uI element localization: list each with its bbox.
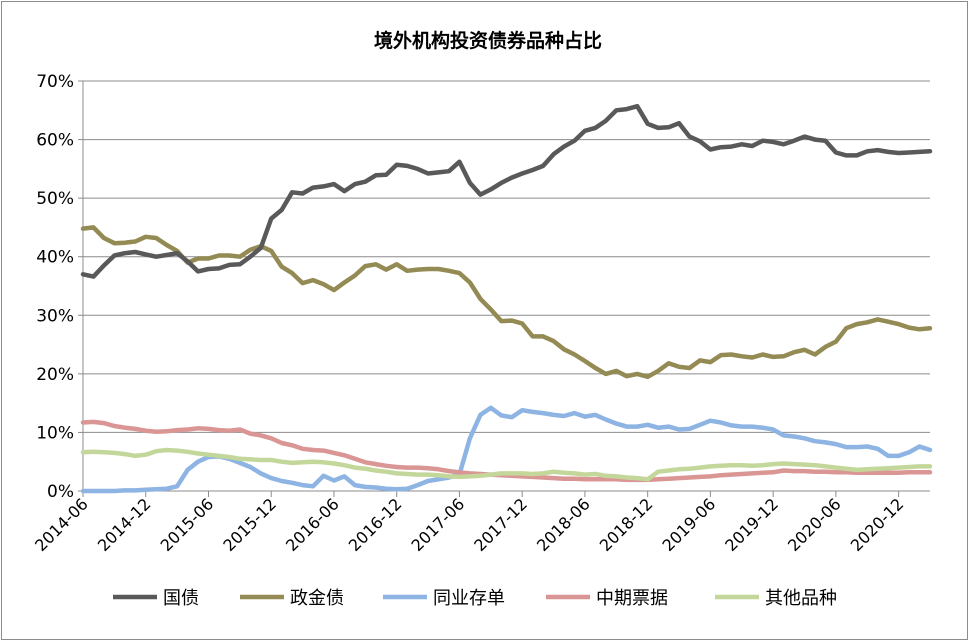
- x-tick-label: 2016-12: [345, 494, 406, 555]
- x-tick-label: 2017-06: [408, 494, 469, 555]
- series-line-1: [80, 103, 933, 279]
- x-tick-label: 2019-06: [659, 494, 720, 555]
- x-tick-label: 2014-12: [94, 494, 155, 555]
- x-tick-label: 2020-06: [784, 494, 845, 555]
- legend-label: 政金债: [290, 588, 344, 609]
- series-lines: [80, 103, 933, 494]
- chart-title: 境外机构投资债券品种占比: [374, 29, 602, 52]
- x-tick-label: 2018-06: [533, 494, 594, 555]
- legend: 国债 政金债 同业存单 中期票据 其他品种: [113, 588, 837, 609]
- series-line-2: [80, 225, 933, 380]
- y-tick-label: 30%: [36, 306, 74, 326]
- y-tick-label: 0%: [47, 482, 74, 502]
- legend-label: 其他品种: [765, 588, 837, 609]
- x-tick-label: 2018-12: [596, 494, 657, 555]
- legend-label: 同业存单: [433, 588, 505, 609]
- series-line-3: [80, 405, 933, 494]
- y-tick-label: 60%: [36, 131, 74, 151]
- y-tick-label: 10%: [36, 423, 74, 443]
- x-tick-label: 2019-12: [721, 494, 782, 555]
- series-line-5: [80, 447, 933, 482]
- y-tick-label: 50%: [36, 189, 74, 209]
- x-tick-label: 2020-12: [847, 494, 908, 555]
- legend-label: 国债: [163, 588, 199, 609]
- x-axis: 2014-06 2014-12 2015-06 2015-12 2016-06 2016-…: [31, 490, 930, 555]
- x-tick-label: 2017-12: [470, 494, 531, 555]
- x-tick-label: 2014-06: [31, 494, 92, 555]
- legend-label: 中期票据: [596, 588, 668, 609]
- x-tick-label: 2015-06: [157, 494, 218, 555]
- y-tick-label: 20%: [36, 365, 74, 385]
- y-tick-label: 40%: [36, 248, 74, 268]
- x-tick-label: 2015-12: [219, 494, 280, 555]
- y-axis: 0% 10% 20% 30% 40% 50% 60% 70%: [36, 72, 84, 502]
- y-tick-label: 70%: [36, 72, 74, 92]
- x-tick-label: 2016-06: [282, 494, 343, 555]
